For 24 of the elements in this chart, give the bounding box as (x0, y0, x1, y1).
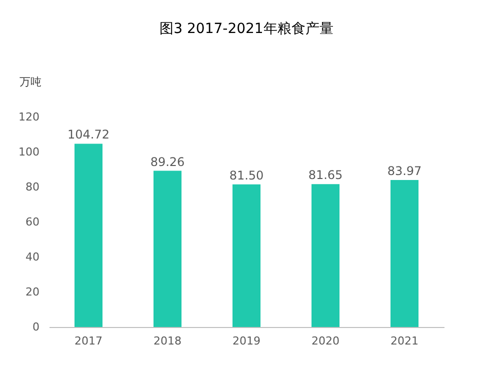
data-label: 81.65 (308, 168, 343, 182)
x-tick-label: 2018 (154, 334, 182, 348)
x-tick-label: 2017 (74, 334, 102, 348)
y-axis-title: 万吨 (20, 76, 42, 88)
chart-title: 图3 2017-2021年粮食产量 (160, 21, 334, 37)
y-tick-label: 120 (18, 110, 40, 124)
y-tick-label: 40 (26, 250, 40, 264)
x-tick-label: 2020 (312, 334, 340, 348)
y-tick-label: 0 (32, 320, 40, 334)
data-label: 81.50 (229, 168, 264, 182)
y-tick-label: 80 (26, 180, 40, 194)
bar (232, 184, 260, 327)
data-label: 89.26 (150, 154, 185, 169)
data-label: 83.97 (387, 164, 422, 178)
x-tick-label: 2019 (232, 334, 260, 348)
x-tick-label: 2021 (390, 334, 418, 348)
y-tick-label: 60 (26, 216, 40, 228)
bar (312, 184, 340, 327)
y-tick-label: 100 (18, 146, 40, 158)
data-label: 104.72 (68, 128, 110, 142)
y-tick-label: 20 (26, 286, 40, 298)
bar (154, 170, 182, 327)
bar (390, 180, 418, 327)
bar (74, 144, 102, 327)
